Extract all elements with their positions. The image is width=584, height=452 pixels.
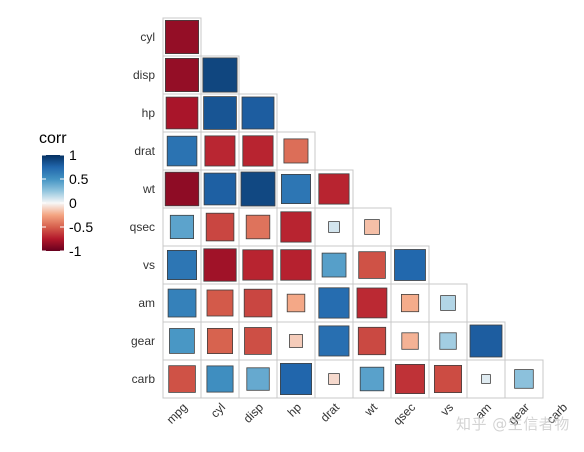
y-label-hp: hp — [142, 106, 156, 120]
corr-square-hp-mpg — [165, 96, 199, 130]
corr-square-am-vs — [440, 295, 456, 311]
corr-square-gear-cyl — [206, 327, 233, 354]
x-label-hp: hp — [285, 400, 305, 420]
legend-ticks: 1 0.5 0 -0.5 -1 — [42, 147, 93, 259]
corr-square-am-disp — [243, 288, 273, 318]
legend-tick-label: 0 — [69, 195, 77, 211]
y-label-wt: wt — [142, 182, 156, 196]
corr-square-am-drat — [318, 287, 350, 319]
y-label-qsec: qsec — [130, 220, 155, 234]
y-label-disp: disp — [133, 68, 155, 82]
legend-title: corr — [39, 130, 67, 147]
corr-square-hp-disp — [241, 96, 275, 130]
legend-tick-label: 0.5 — [69, 171, 89, 187]
x-label-mpg: mpg — [164, 400, 190, 426]
y-label-cyl: cyl — [140, 30, 155, 44]
corr-square-carb-wt — [359, 366, 385, 392]
corr-square-gear-hp — [289, 334, 303, 348]
x-label-am: am — [472, 400, 494, 422]
y-label-gear: gear — [131, 334, 155, 348]
x-axis-labels: mpg cyl disp hp drat wt qsec vs am gear carb — [164, 400, 571, 428]
corr-square-qsec-disp — [245, 214, 271, 240]
corr-square-qsec-cyl — [205, 212, 235, 242]
corr-square-carb-disp — [246, 367, 270, 391]
corr-square-qsec-drat — [328, 221, 340, 233]
corr-square-qsec-hp — [280, 211, 312, 243]
corr-square-am-qsec — [400, 293, 420, 313]
x-label-cyl: cyl — [208, 400, 228, 420]
corr-square-carb-qsec — [394, 363, 425, 394]
corr-square-disp-cyl — [202, 57, 238, 93]
legend-colorbar — [42, 155, 64, 251]
corr-square-vs-mpg — [166, 249, 197, 280]
corr-square-wt-disp — [240, 171, 276, 207]
corr-square-gear-drat — [318, 325, 350, 357]
y-label-am: am — [138, 296, 155, 310]
corr-square-carb-am — [481, 374, 491, 384]
corr-square-gear-disp — [244, 327, 272, 355]
corr-square-vs-cyl — [203, 248, 237, 282]
corr-square-gear-mpg — [169, 328, 195, 354]
corr-square-vs-drat — [321, 252, 347, 278]
x-label-carb: carb — [544, 400, 571, 427]
legend-tick-label: -1 — [69, 243, 82, 259]
corr-square-drat-cyl — [204, 135, 236, 167]
corr-square-drat-hp — [283, 138, 309, 164]
corr-square-vs-qsec — [394, 249, 426, 281]
x-label-drat: drat — [318, 400, 343, 425]
y-label-vs: vs — [143, 258, 155, 272]
corr-square-qsec-mpg — [169, 214, 195, 240]
y-axis-labels: cyl disp hp drat wt qsec vs am gear carb — [130, 30, 156, 386]
corr-square-carb-gear — [514, 369, 534, 389]
x-label-wt: wt — [361, 400, 381, 420]
corr-square-gear-am — [469, 324, 503, 358]
corr-square-carb-drat — [328, 373, 340, 385]
corr-square-carb-vs — [433, 364, 462, 393]
corr-square-am-wt — [356, 287, 388, 319]
color-legend: corr 1 0.5 0 -0.5 -1 — [39, 130, 93, 259]
corr-square-gear-qsec — [401, 332, 419, 350]
y-label-drat: drat — [134, 144, 155, 158]
corr-square-cyl-mpg — [164, 19, 199, 55]
legend-tick-label: 1 — [69, 147, 77, 163]
corr-square-gear-vs — [439, 332, 457, 350]
y-label-carb: carb — [132, 372, 156, 386]
corr-square-carb-cyl — [206, 365, 234, 393]
x-label-disp: disp — [241, 400, 267, 426]
corr-square-gear-wt — [357, 326, 387, 356]
corr-square-wt-drat — [318, 173, 350, 205]
correlation-squares — [164, 19, 534, 395]
corr-square-wt-cyl — [203, 172, 237, 206]
x-label-vs: vs — [438, 400, 456, 418]
corr-square-wt-hp — [280, 173, 311, 204]
corr-square-am-hp — [286, 293, 306, 313]
corr-square-carb-mpg — [168, 365, 196, 393]
corr-square-am-cyl — [206, 289, 234, 317]
corr-square-am-mpg — [167, 288, 197, 318]
corr-square-qsec-wt — [364, 219, 380, 235]
corr-square-hp-cyl — [203, 96, 237, 130]
x-label-gear: gear — [505, 400, 532, 427]
corr-square-disp-mpg — [164, 58, 199, 93]
corr-square-wt-mpg — [164, 171, 200, 207]
corr-square-carb-hp — [279, 362, 312, 395]
legend-tick-label: -0.5 — [69, 219, 93, 235]
corr-square-drat-disp — [242, 135, 274, 167]
x-label-qsec: qsec — [390, 400, 418, 428]
corr-square-vs-disp — [242, 249, 274, 281]
corr-square-vs-hp — [280, 249, 312, 281]
corr-square-drat-mpg — [166, 135, 198, 167]
corr-square-vs-wt — [358, 251, 386, 279]
